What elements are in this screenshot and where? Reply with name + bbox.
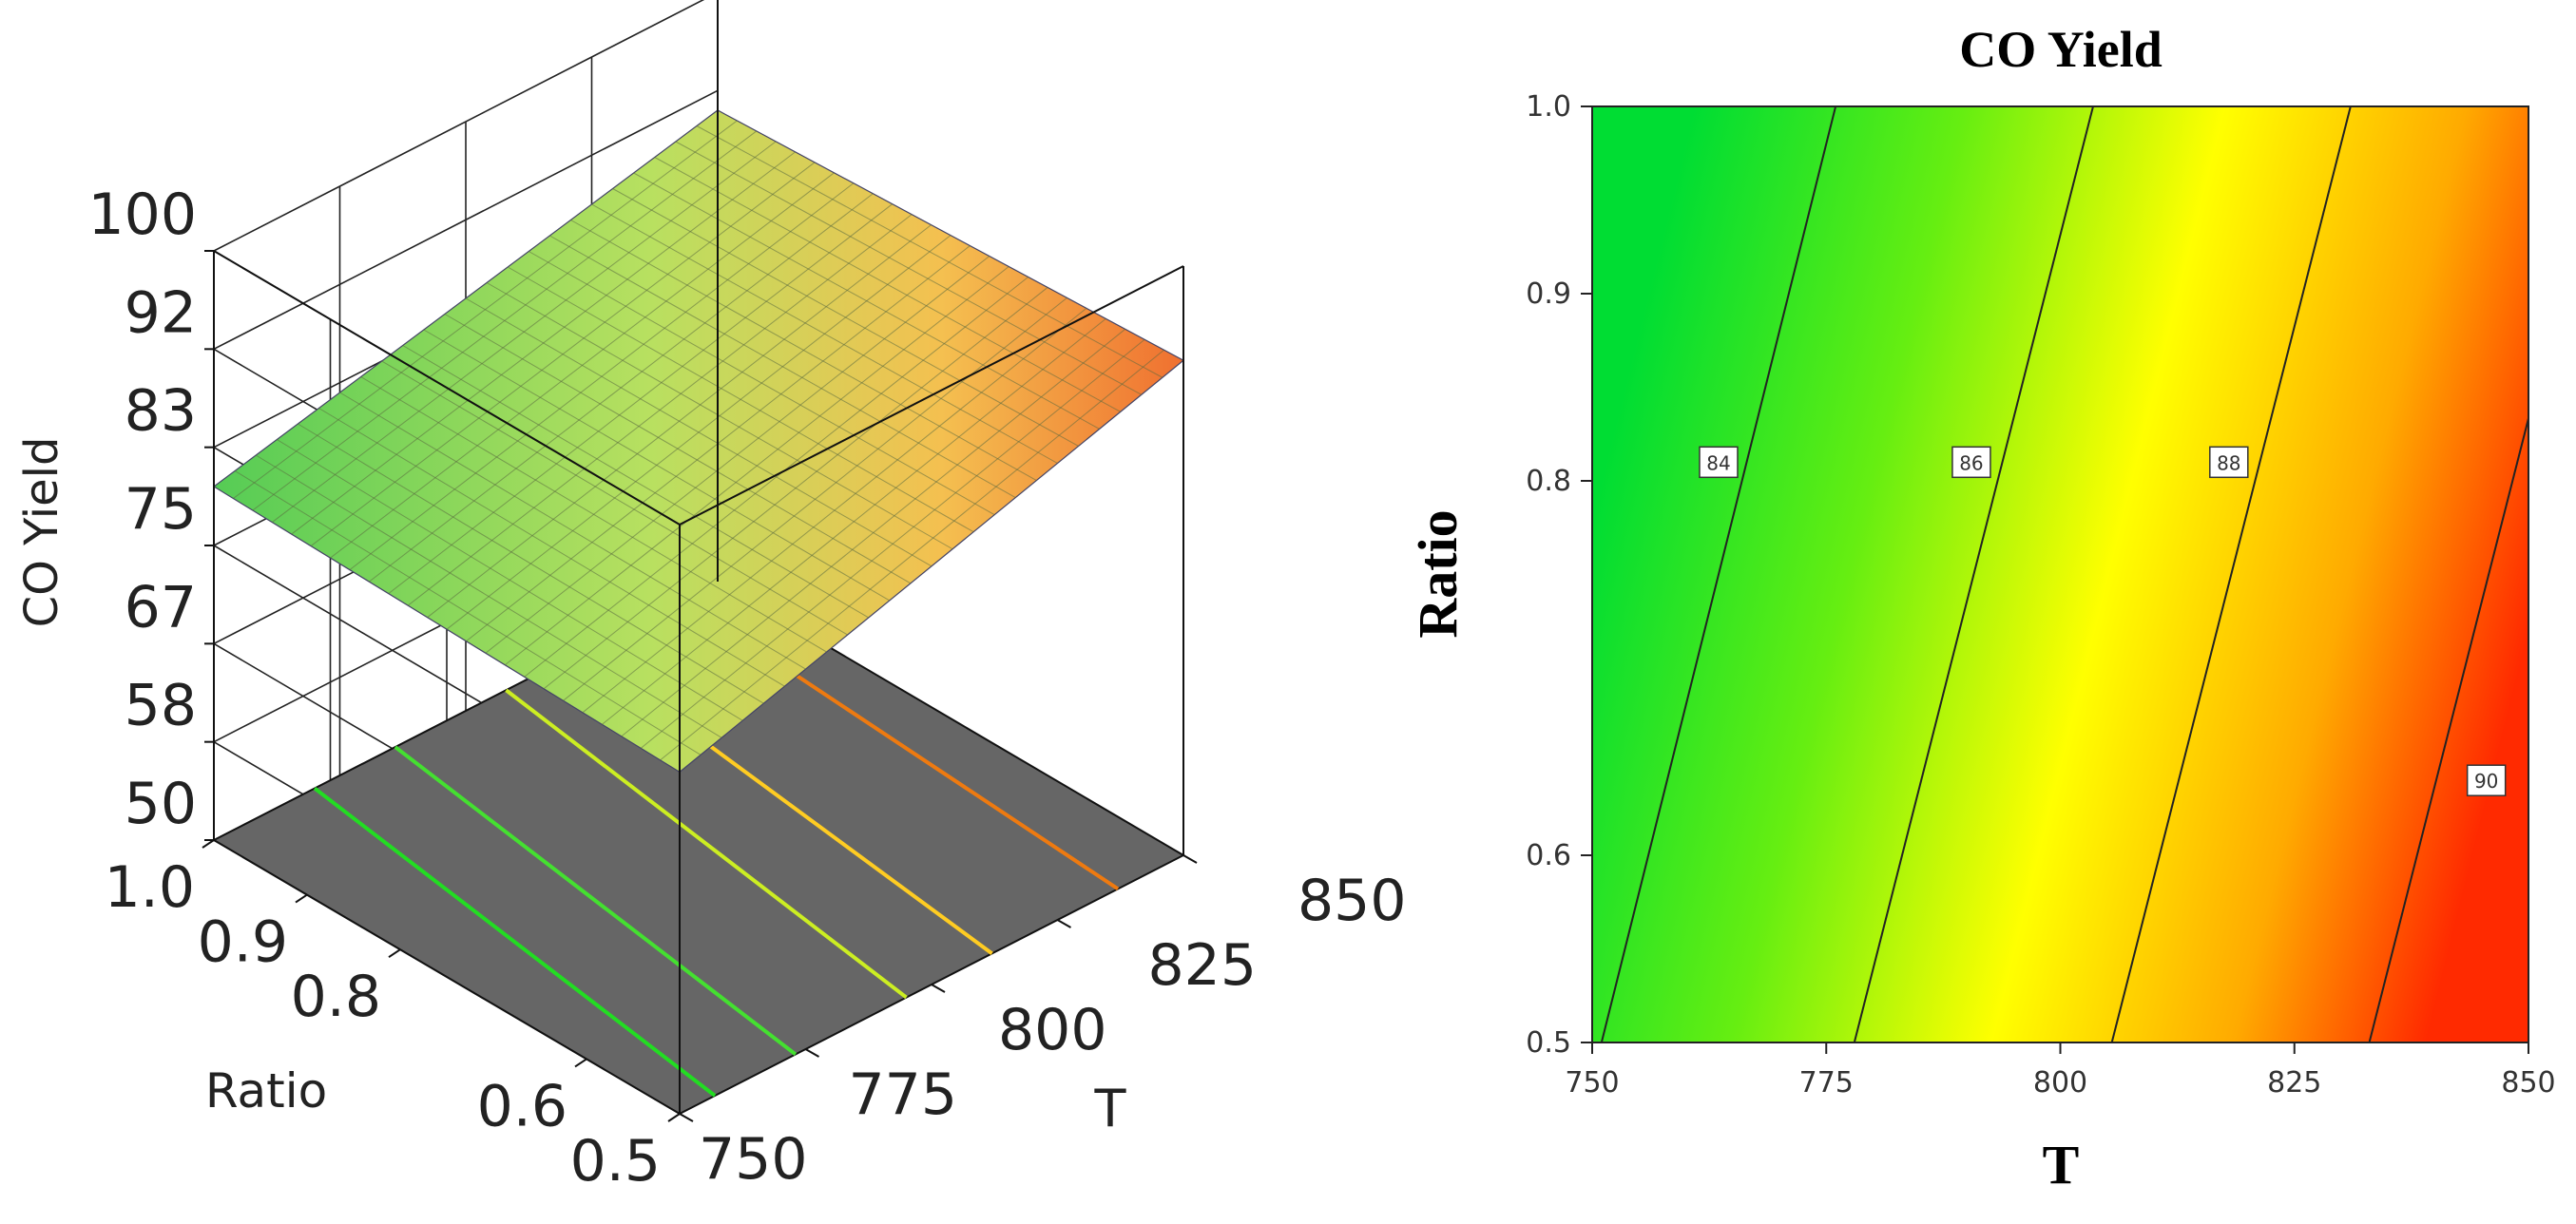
- contour-x-tick-label: 850: [2501, 1066, 2555, 1100]
- t-axis-tick-mark: [1182, 854, 1198, 864]
- t-axis-tick-mark: [931, 984, 946, 993]
- z-axis-label: CO Yield: [15, 437, 68, 628]
- contour-label-90: 90: [2474, 770, 2498, 793]
- contour-label-box: [1951, 446, 1991, 479]
- t-axis-label: T: [1094, 1079, 1127, 1138]
- contour-line-84: [1600, 106, 1837, 1042]
- surface-mesh-line: [696, 125, 1163, 378]
- contour-label-84: 84: [1706, 451, 1730, 474]
- contour-y-tick-label: 0.6: [1526, 839, 1571, 872]
- contour-label-box: [2466, 764, 2507, 796]
- ratio-axis-tick-mark: [574, 1058, 587, 1068]
- z-axis-tick-label: 100: [87, 182, 197, 248]
- t-axis-tick-label: 750: [699, 1126, 808, 1193]
- contour-label-86: 86: [1959, 451, 1983, 474]
- contour-x-tick-label: 750: [1565, 1066, 1619, 1100]
- z-axis-tick-label: 92: [125, 279, 197, 346]
- z-axis-tick-label: 50: [125, 771, 197, 837]
- z-axis-tick-label: 58: [125, 673, 197, 739]
- surface-mesh-line: [252, 130, 758, 511]
- ratio-axis-label: Ratio: [205, 1063, 327, 1119]
- z-axis-tick-label: 83: [125, 378, 197, 445]
- surface-mesh-line: [675, 141, 1143, 395]
- z-axis-tick-label: 67: [125, 574, 197, 641]
- ratio-axis-tick-mark: [295, 893, 308, 904]
- contour-x-tick-label: 825: [2267, 1066, 2321, 1100]
- ratio-axis-tick-label: 1.0: [105, 854, 195, 921]
- contour-y-tick-label: 0.9: [1526, 277, 1571, 311]
- contour-label-88: 88: [2217, 451, 2240, 474]
- t-axis-tick-label: 775: [849, 1061, 958, 1128]
- surface-mesh-line: [654, 157, 1121, 412]
- contour-line-90: [2368, 414, 2528, 1042]
- contour-y-tick-label: 0.8: [1526, 465, 1571, 498]
- box-edge-top-front: [679, 265, 1184, 526]
- contour-y-tick-label: 0.5: [1526, 1026, 1571, 1060]
- t-axis-tick-mark: [679, 1113, 694, 1122]
- box-edge-top-left: [213, 250, 681, 526]
- surface-mesh-line: [233, 120, 738, 499]
- floor-contour-line-1: [313, 787, 717, 1098]
- t-axis-tick-label: 800: [998, 997, 1107, 1063]
- contour-title: CO Yield: [1959, 21, 2163, 78]
- t-axis-tick-mark: [1057, 919, 1071, 928]
- t-axis-tick-label: 850: [1298, 868, 1407, 934]
- contour-label-box: [2209, 446, 2249, 479]
- ratio-axis-tick-label: 0.9: [198, 909, 288, 976]
- t-axis-tick-label: 825: [1148, 932, 1258, 999]
- ratio-axis-tick-label: 0.5: [570, 1128, 661, 1195]
- ratio-axis-tick-mark: [388, 948, 401, 959]
- contour-label-box: [1699, 446, 1739, 479]
- contour-x-axis-label: T: [2043, 1134, 2080, 1195]
- contour-x-tick-label: 800: [2033, 1066, 2087, 1100]
- contour-y-tick-label: 1.0: [1526, 90, 1571, 124]
- contour-plot-area: [1591, 105, 2529, 1043]
- contour-line-88: [2110, 106, 2352, 1042]
- contour-line-86: [1853, 106, 2094, 1042]
- t-axis-tick-mark: [805, 1048, 819, 1058]
- surface-mesh-line: [291, 151, 796, 535]
- ratio-axis-tick-label: 0.8: [291, 964, 381, 1030]
- surface-mesh-line: [271, 141, 777, 523]
- floor-contour-line-3: [505, 688, 908, 1000]
- z-axis-tick-label: 75: [125, 476, 197, 543]
- surface-plot-3d: 100 92 83 75 67 58 50 CO Yield 750 775 800 825 850 T 0…: [15, 0, 1407, 1195]
- ratio-axis-tick-label: 0.6: [477, 1073, 567, 1139]
- contour-x-tick-label: 775: [1799, 1066, 1854, 1100]
- ratio-axis-tick-mark: [667, 1113, 681, 1122]
- floor-contour-line-2: [394, 745, 798, 1057]
- response-surface: [212, 109, 1185, 774]
- ratio-axis-tick-mark: [202, 839, 215, 849]
